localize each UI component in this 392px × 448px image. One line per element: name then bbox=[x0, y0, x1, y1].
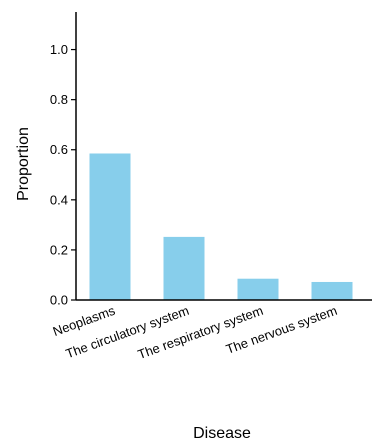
y-tick-label: 0.6 bbox=[50, 142, 68, 157]
y-tick-label: 0.4 bbox=[50, 192, 68, 207]
bar bbox=[89, 153, 131, 300]
x-axis-title: Disease bbox=[193, 425, 251, 442]
y-tick-label: 0.2 bbox=[50, 242, 68, 257]
y-axis-ticks: 0.0 0.2 0.4 0.6 0.8 1.0 bbox=[50, 42, 76, 308]
y-tick-label: 0.8 bbox=[50, 92, 68, 107]
bar bbox=[163, 236, 205, 300]
bar bbox=[311, 281, 353, 300]
bar bbox=[237, 278, 279, 300]
x-category-label: The respiratory system bbox=[136, 303, 265, 362]
bars-group bbox=[89, 153, 353, 300]
y-tick-label: 1.0 bbox=[50, 42, 68, 57]
y-axis-title: Proportion bbox=[15, 127, 32, 201]
x-category-label: The circulatory system bbox=[64, 303, 191, 362]
y-tick-label: 0.0 bbox=[50, 293, 68, 308]
